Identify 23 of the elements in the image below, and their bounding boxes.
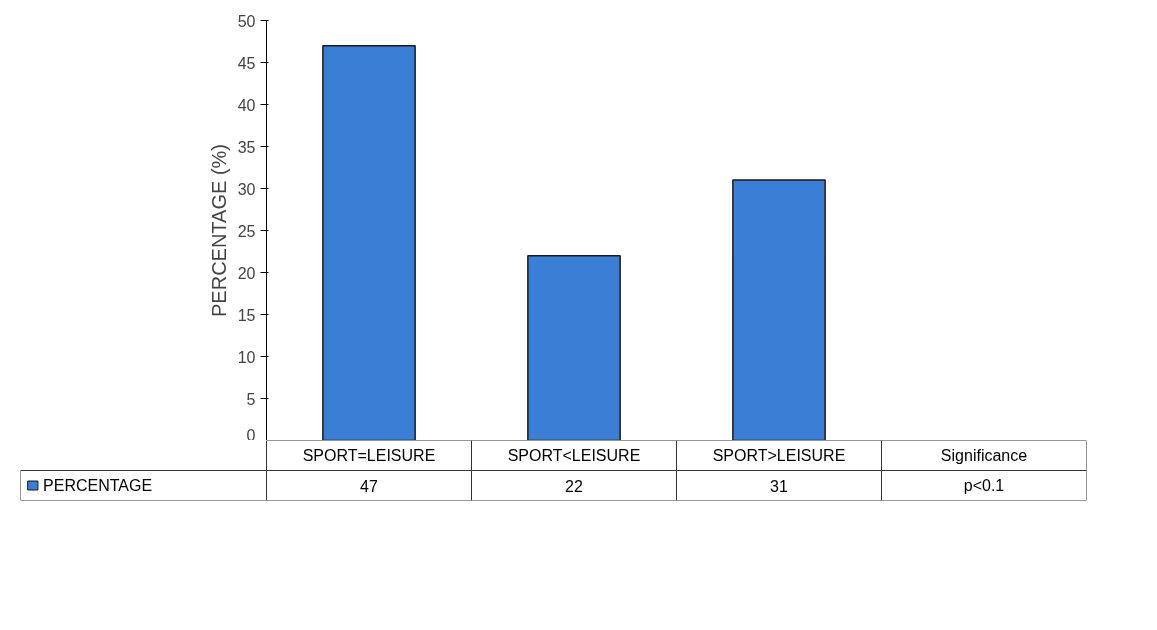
y-tick-label: 0 <box>246 426 256 444</box>
y-tick-label: 20 <box>237 264 256 282</box>
x-tick-label: SPORT>LEISURE <box>712 447 846 464</box>
y-tick-label: 45 <box>237 54 256 72</box>
y-tick-label: 15 <box>237 306 256 324</box>
y-tick-label: 30 <box>237 180 256 198</box>
bar <box>527 254 621 440</box>
data-label: 22 <box>565 477 583 495</box>
y-tick-label: 50 <box>237 12 256 30</box>
legend-label: PERCENTAGE <box>43 477 153 494</box>
y-axis-title: PERCENTAGE (%) <box>207 144 230 317</box>
y-tick-label: 40 <box>237 96 256 114</box>
y-tick-label: 35 <box>237 138 256 156</box>
y-tick-label: 5 <box>246 390 256 408</box>
x-tick-label: SPORT<LEISURE <box>507 447 641 464</box>
y-tick-label: 10 <box>237 348 256 366</box>
x-tick-label: Significance <box>940 447 1028 464</box>
bar <box>732 179 826 440</box>
data-label: 31 <box>770 477 788 495</box>
data-label: 47 <box>360 477 378 495</box>
text: p<0.1 <box>963 477 1005 494</box>
y-tick-label: 25 <box>237 222 256 240</box>
x-tick-label: SPORT=LEISURE <box>302 447 436 464</box>
